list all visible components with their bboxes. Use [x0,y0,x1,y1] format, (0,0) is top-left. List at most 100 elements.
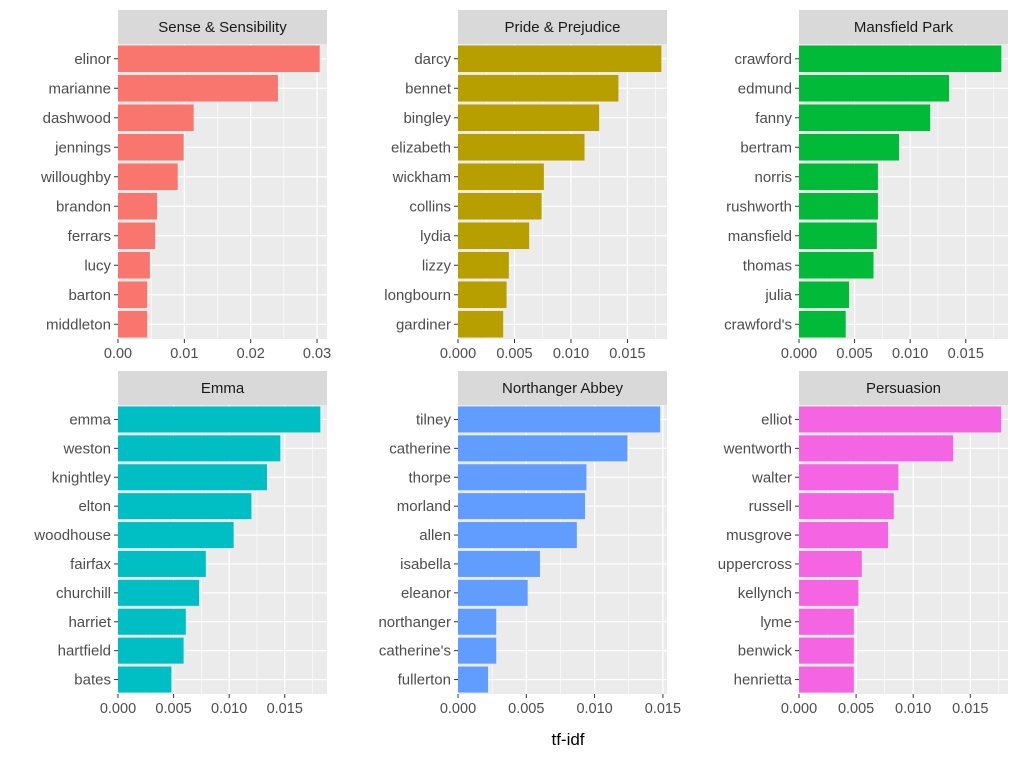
category-label: eleanor [401,585,451,602]
category-label: longbourn [384,287,451,304]
x-tick-label: 0.005 [155,701,191,717]
x-tick-label: 0.03 [303,346,331,362]
category-label: musgrove [726,527,792,544]
facet-panel: Persuasion 0.000 0.005 0.010 0.015 elliot went… [718,371,1008,717]
x-tick-label: 0.000 [781,701,817,717]
category-label: weston [62,440,111,457]
category-label: crawford [734,51,792,68]
bar [458,251,509,279]
bar [799,45,1002,73]
bar [118,666,172,693]
bar [458,608,497,635]
facet-strip [458,371,667,405]
category-label: lydia [420,228,452,245]
category-label: fanny [755,110,792,127]
x-tick-label: 0.005 [838,701,874,717]
x-tick-label: 0.005 [496,346,532,362]
category-label: norris [754,169,792,186]
bar [458,637,497,664]
bar [458,104,600,132]
category-label: marianne [48,80,111,97]
category-label: bates [74,672,111,689]
x-tick-label: 0.010 [895,701,931,717]
x-tick-label: 0.000 [781,346,817,362]
bar [118,310,148,338]
x-tick-label: 0.00 [104,346,132,362]
category-label: bertram [740,139,792,156]
category-label: hartfield [58,643,111,660]
bar [799,104,931,132]
facet-panel: Sense & Sensibility 0.00 0.01 0.02 0.03 elino… [40,10,331,362]
x-tick-label: 0.000 [440,701,476,717]
category-label: lucy [84,257,111,274]
facet-title: Northanger Abbey [502,380,623,397]
facet-title: Persuasion [866,380,941,397]
category-label: churchill [56,585,111,602]
facet-panel: Emma 0.000 0.005 0.010 0.015 emma weston knight… [33,371,327,717]
x-tick-label: 0.005 [508,701,544,717]
bar [458,464,587,491]
category-label: thorpe [408,469,451,486]
x-tick-label: 0.02 [237,346,265,362]
bar [799,666,854,693]
category-label: lizzy [422,257,452,274]
bar [799,522,889,549]
bar [118,192,158,220]
category-label: benwick [738,643,793,660]
category-label: northanger [378,614,451,631]
bar [118,522,234,549]
category-label: elliot [761,411,793,428]
category-label: fairfax [70,556,111,573]
category-label: walter [751,469,792,486]
bar [799,550,862,577]
facet-panel: Pride & Prejudice 0.000 0.005 0.010 0.015 dar… [384,10,667,362]
facet-strip [458,10,667,44]
facets: Sense & Sensibility 0.00 0.01 0.02 0.03 elino… [33,10,1008,717]
bar [458,493,586,520]
facet-title: Sense & Sensibility [158,19,287,36]
bar [118,133,184,161]
x-tick-label: 0.010 [892,346,928,362]
category-label: darcy [414,51,451,68]
category-label: wickham [392,169,451,186]
facet-strip [799,371,1008,405]
bar [118,608,186,635]
bar [799,608,854,635]
category-label: fullerton [398,672,451,689]
bar [458,133,585,161]
category-label: woodhouse [33,527,111,544]
bar [799,435,954,462]
category-label: kellynch [738,585,792,602]
x-tick-label: 0.010 [576,701,612,717]
category-label: rushworth [726,198,792,215]
bar [118,45,320,73]
category-label: middleton [46,316,111,333]
bar [799,493,894,520]
bar [458,310,504,338]
x-tick-label: 0.015 [948,346,984,362]
category-label: dashwood [43,110,111,127]
category-label: catherine's [379,643,451,660]
category-label: uppercross [718,556,792,573]
x-tick-label: 0.005 [836,346,872,362]
bar [799,281,850,309]
bar [799,464,899,491]
category-label: thomas [743,257,792,274]
bar [118,281,148,309]
category-label: wentworth [723,440,792,457]
x-tick-label: 0.010 [211,701,247,717]
category-label: crawford's [724,316,792,333]
category-label: bennet [405,80,452,97]
x-tick-label: 0.000 [100,701,136,717]
category-label: willoughby [40,169,112,186]
bar [458,74,619,102]
bar [458,281,507,309]
bar [799,163,878,191]
x-tick-label: 0.015 [267,701,303,717]
bar [118,104,194,132]
category-label: brandon [56,198,111,215]
bar [458,666,489,693]
bar [118,579,200,606]
category-label: allen [419,527,451,544]
